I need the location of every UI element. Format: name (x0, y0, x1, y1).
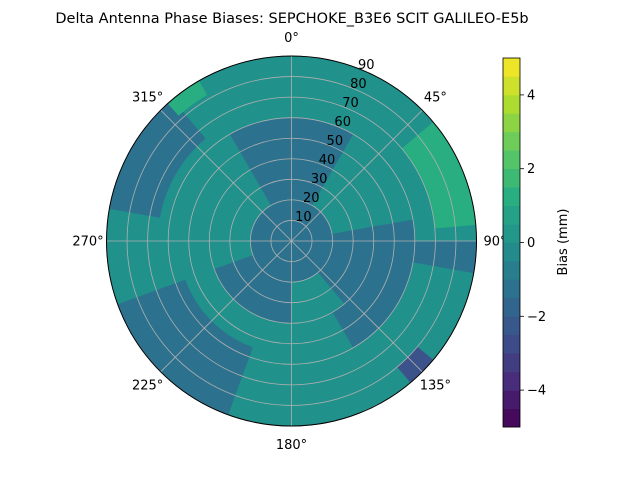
colorbar: −4 −2 0 2 4 (502, 57, 546, 428)
contour-region (352, 241, 477, 274)
colorbar-segment (503, 94, 520, 114)
colorbar-tick-label: 2 (527, 162, 535, 177)
radial-tick-label: 30 (311, 172, 328, 187)
colorbar-segment (503, 390, 520, 409)
radial-tick-labels: 10 20 30 40 50 60 70 80 90 (295, 58, 374, 225)
colorbar-segment (503, 205, 520, 225)
colorbar-segment (503, 242, 520, 262)
colorbar-segment (503, 187, 520, 206)
radial-tick-label: 60 (334, 115, 351, 130)
colorbar-segment (503, 408, 520, 428)
colorbar-tick-label: −4 (527, 384, 546, 399)
colorbar-segment (503, 297, 520, 317)
radial-tick-label: 50 (327, 134, 344, 149)
colorbar-segment (503, 168, 520, 188)
colorbar-segment (503, 279, 520, 299)
colorbar-segment (503, 150, 520, 169)
radial-tick-label: 40 (319, 153, 336, 168)
theta-tick-label: 0° (284, 31, 299, 46)
theta-tick-label: 90° (483, 235, 506, 250)
colorbar-segment (503, 334, 520, 354)
colorbar-tick-label: 4 (527, 88, 535, 103)
polar-grid (106, 55, 477, 427)
colorbar-segment (503, 316, 520, 336)
colorbar-segment (503, 260, 520, 280)
chart-title: Delta Antenna Phase Biases: SEPCHOKE_B3E… (55, 11, 528, 27)
colorbar-tick-label: −2 (527, 310, 546, 325)
radial-tick-label: 90 (358, 58, 375, 73)
polar-frame (106, 55, 477, 427)
radial-tick-label: 20 (303, 191, 320, 206)
theta-tick-label: 45° (424, 91, 447, 106)
contour-region (167, 80, 208, 116)
theta-tick-label: 270° (72, 235, 103, 250)
colorbar-segment (503, 224, 520, 243)
theta-gridline (291, 240, 423, 373)
colorbar-segment (503, 113, 520, 133)
colorbar-segment (503, 353, 520, 372)
theta-tick-label: 180° (276, 438, 307, 453)
colorbar-segment (503, 131, 520, 151)
contour-region (109, 99, 206, 218)
radial-tick-label: 80 (350, 77, 367, 92)
colorbar-segment (503, 58, 520, 77)
contour-region (401, 122, 476, 229)
colorbar-label: Bias (mm) (556, 209, 571, 276)
contour-region (214, 248, 292, 324)
colorbar-segment (503, 76, 520, 96)
colorbar-segment (503, 371, 520, 391)
radial-tick-label: 10 (295, 210, 312, 225)
theta-tick-labels: 0° 45° 90° 135° 180° 225° 270° 315° (72, 31, 506, 453)
theta-gridline (160, 240, 292, 373)
theta-tick-label: 225° (132, 378, 163, 393)
theta-tick-label: 135° (420, 378, 451, 393)
colorbar-tick-label: 0 (527, 236, 535, 251)
theta-tick-label: 315° (132, 91, 163, 106)
radial-tick-label: 70 (342, 96, 359, 111)
theta-gridline (160, 109, 292, 242)
theta-gridline (291, 109, 423, 242)
